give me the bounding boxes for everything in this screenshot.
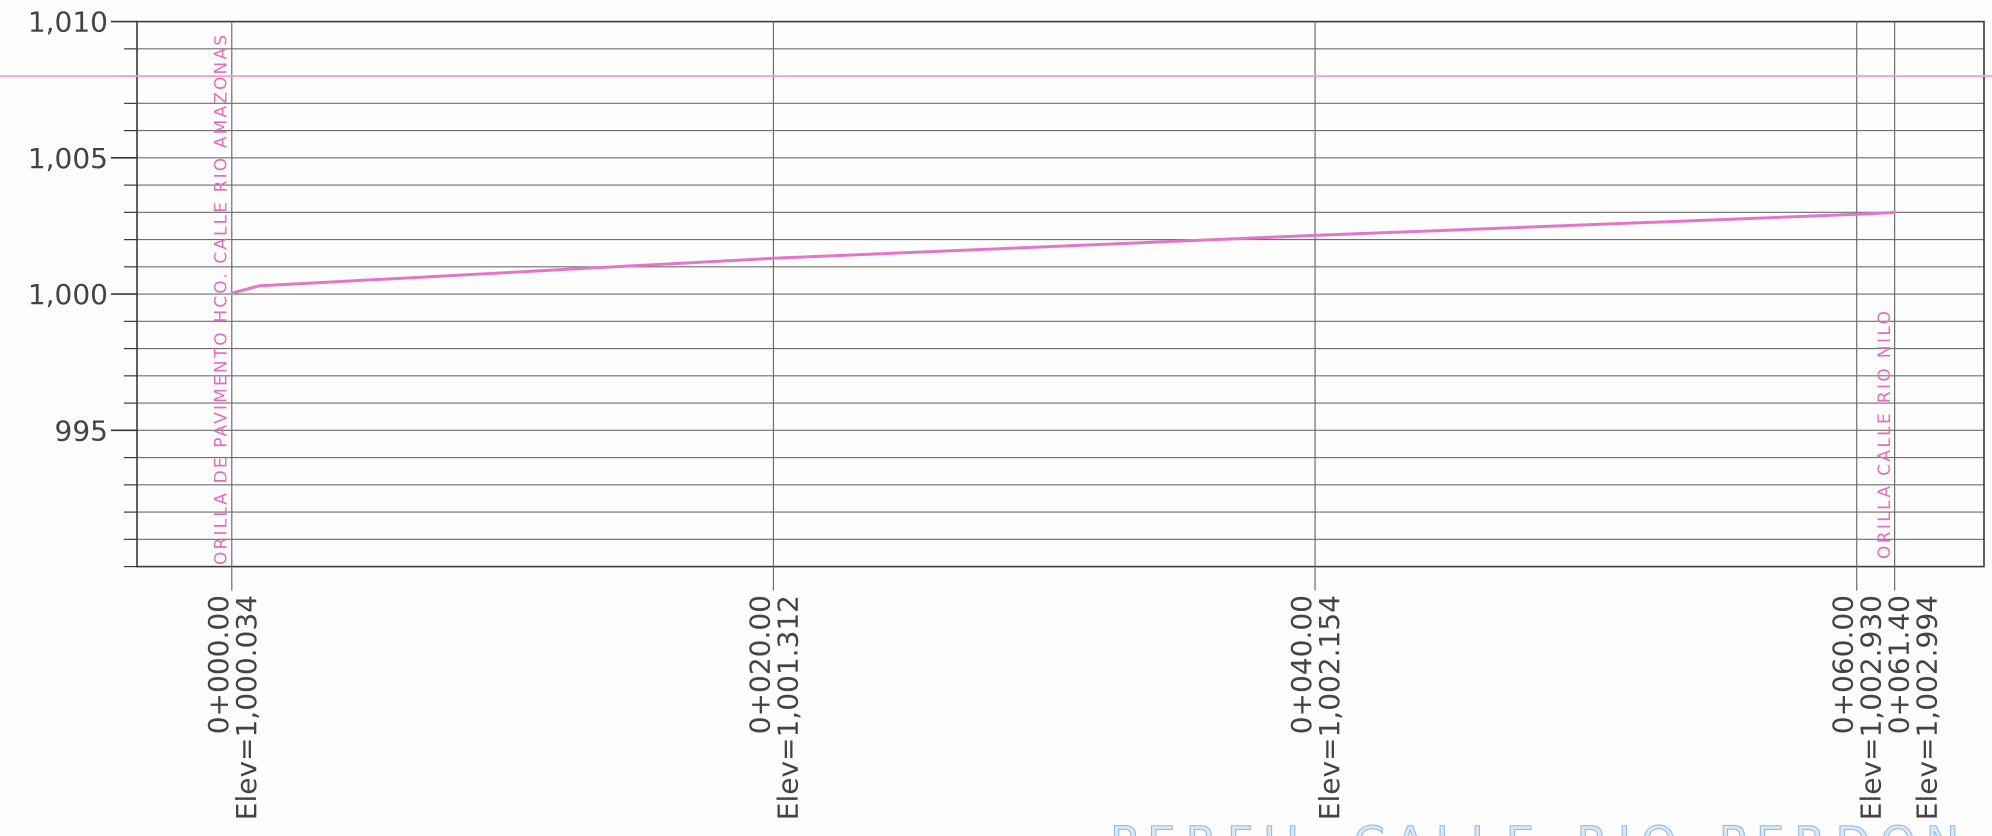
grid-layer [137, 48, 1984, 540]
plot-frame-layer [136, 20, 1985, 568]
station-lines [231, 21, 1896, 591]
station-label: 0+040.00 [1285, 595, 1318, 734]
station-label: 0+060.00 [1827, 595, 1860, 734]
elevation-label: Elev=1,002.154 [1313, 595, 1346, 820]
elevation-label: Elev=1,002.994 [1911, 595, 1944, 820]
y-axis-ticks [111, 20, 137, 568]
annotation-label: ORILLA DE PAVIMENTO HCO. CALLE RIO AMAZO… [211, 35, 231, 565]
y-tick-label: 1,010 [28, 6, 108, 39]
y-tick-label: 1,000 [28, 278, 108, 311]
y-tick-label: 995 [55, 414, 108, 447]
plot-frame [136, 20, 1985, 568]
drawing-title: PERFIL CALLE RIO PERDON [1110, 821, 1990, 836]
station-label: 0+000.00 [202, 595, 235, 734]
station-label: 0+020.00 [743, 595, 776, 734]
y-tick-label: 1,005 [28, 142, 108, 175]
elevation-label: Elev=1,002.930 [1855, 595, 1888, 820]
elevation-label: Elev=1,000.034 [230, 595, 263, 820]
annotation-layer: ORILLA DE PAVIMENTO HCO. CALLE RIO AMAZO… [211, 35, 1895, 565]
label-layer: 1,010 1,005 1,000 995 0+000.00Elev=1,000.034… [28, 6, 1944, 821]
annotation-label: ORILLA CALLE RIO NILO [1875, 311, 1895, 559]
profile-line [230, 211, 1897, 295]
station-label: 0+061.40 [1883, 595, 1916, 734]
elevation-label: Elev=1,001.312 [771, 595, 804, 820]
series-layer [0, 75, 1992, 295]
